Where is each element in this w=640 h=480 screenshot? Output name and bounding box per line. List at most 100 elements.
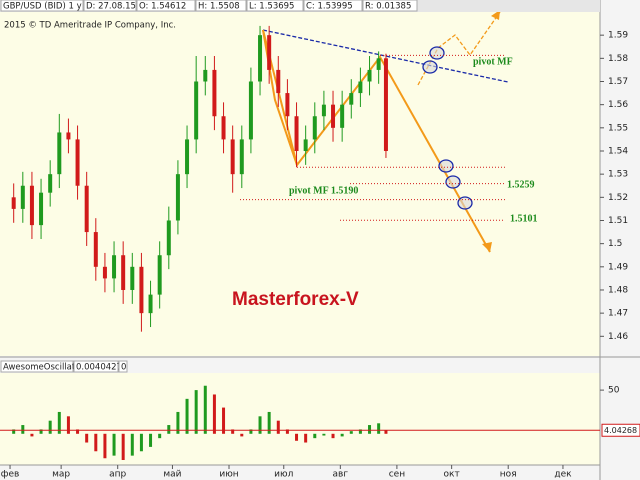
x-tick-label: июл (274, 470, 293, 480)
osc-bar (30, 433, 34, 437)
candle-body (112, 255, 117, 279)
header-box (0, 0, 84, 12)
osc-bar (57, 411, 61, 434)
osc-bar (249, 429, 253, 434)
osc-bar (358, 429, 362, 434)
circle-marker (429, 46, 445, 60)
candle-body (239, 139, 244, 175)
candle-body (84, 185, 89, 233)
osc-bar (176, 411, 180, 434)
header-box (0, 360, 74, 373)
y-tick-label: 1.47 (608, 309, 628, 319)
header-text: GBP/USD (BID) 1 y D (3, 2, 91, 12)
y-tick-label: 1.53 (608, 170, 628, 180)
current-box (601, 423, 640, 437)
y-tick-label: 1.59 (608, 31, 628, 41)
wave-line (262, 29, 298, 166)
osc-bar (139, 433, 143, 452)
projection (417, 11, 501, 86)
header-box (362, 0, 418, 12)
annotation: 1.5259 (507, 179, 535, 190)
osc-bar (349, 431, 353, 434)
osc-bar (94, 433, 98, 452)
candle-body (194, 81, 199, 140)
header-text: 0 (121, 363, 126, 373)
circle-marker (457, 196, 473, 210)
header-text: O: 1.54612 (139, 2, 186, 12)
osc-bar (185, 398, 189, 434)
osc-bar (212, 394, 216, 434)
annotation: pivot MF 1.5190 (289, 185, 358, 196)
osc-bar (194, 390, 198, 434)
osc-bar (258, 416, 262, 434)
x-tick-label: фев (1, 470, 20, 480)
candle-body (367, 69, 372, 82)
osc-bar (322, 433, 326, 436)
x-tick-label: сен (389, 470, 405, 480)
candle-body (139, 266, 144, 314)
osc-bar (85, 433, 89, 443)
header-text: L: 1.53695 (249, 2, 294, 12)
candle-body (29, 185, 34, 226)
circle-marker (445, 175, 461, 189)
annotation: 1.5101 (510, 213, 538, 224)
y-tick-label: 1.48 (608, 285, 628, 295)
candle-body (130, 266, 135, 290)
header-text: H: 1.5508 (198, 2, 240, 12)
y-tick-label: 1.5 (608, 239, 622, 249)
header-box (195, 0, 247, 12)
x-tick-label: ноя (500, 470, 517, 480)
candle-body (349, 93, 354, 105)
header-text: AwesomeOscillator (3, 363, 84, 373)
candle-body (48, 174, 53, 193)
candle-body (203, 69, 208, 82)
osc-bar (167, 425, 171, 434)
arrow-head (482, 242, 492, 252)
circle-marker (422, 60, 438, 74)
candle-body (39, 192, 44, 226)
copyright: 2015 © TD Ameritrade IP Company, Inc. (4, 21, 176, 31)
osc-bar (203, 385, 207, 434)
y-tick-label: 1.58 (608, 54, 628, 64)
x-tick-label: дек (554, 470, 572, 480)
header-box (136, 0, 196, 12)
candle-body (121, 255, 126, 290)
header-box (246, 0, 304, 12)
x-tick-label: май (163, 470, 181, 480)
candle-body (358, 81, 363, 94)
header-box (83, 0, 137, 12)
candle-body (294, 116, 299, 151)
y-tick-label: 1.52 (608, 193, 628, 203)
candle-body (340, 104, 345, 128)
osc-bar (21, 425, 25, 434)
y-tick-label: 1.54 (608, 146, 628, 156)
candle-body (267, 35, 272, 70)
osc-bar (304, 433, 308, 443)
osc-bar (103, 433, 107, 459)
osc-bar (368, 425, 372, 434)
y-tick-label: 50 (608, 386, 620, 396)
x-tick-label: мар (52, 470, 70, 480)
candle-body (285, 93, 290, 117)
arrow-head (491, 10, 500, 20)
osc-bar (48, 420, 52, 434)
candle-body (383, 58, 388, 151)
candle-body (376, 58, 381, 70)
header-text: R: 0.01385 (365, 2, 411, 12)
candle-body (57, 132, 62, 175)
osc-panel (0, 373, 600, 465)
candle-body (230, 139, 235, 175)
header-text: D: 27.08.15 (86, 2, 136, 12)
osc-bar (130, 433, 134, 456)
wave-line (262, 29, 491, 253)
osc-bar (158, 433, 162, 439)
y-tick-label: 1.56 (608, 100, 628, 110)
header-box (118, 360, 128, 373)
candle-body (221, 116, 226, 140)
osc-bar (285, 429, 289, 434)
osc-bar (222, 407, 226, 434)
annotation: pivot MF (473, 56, 513, 67)
candle-body (11, 197, 16, 209)
candle-body (331, 104, 336, 128)
osc-bar (149, 433, 153, 447)
